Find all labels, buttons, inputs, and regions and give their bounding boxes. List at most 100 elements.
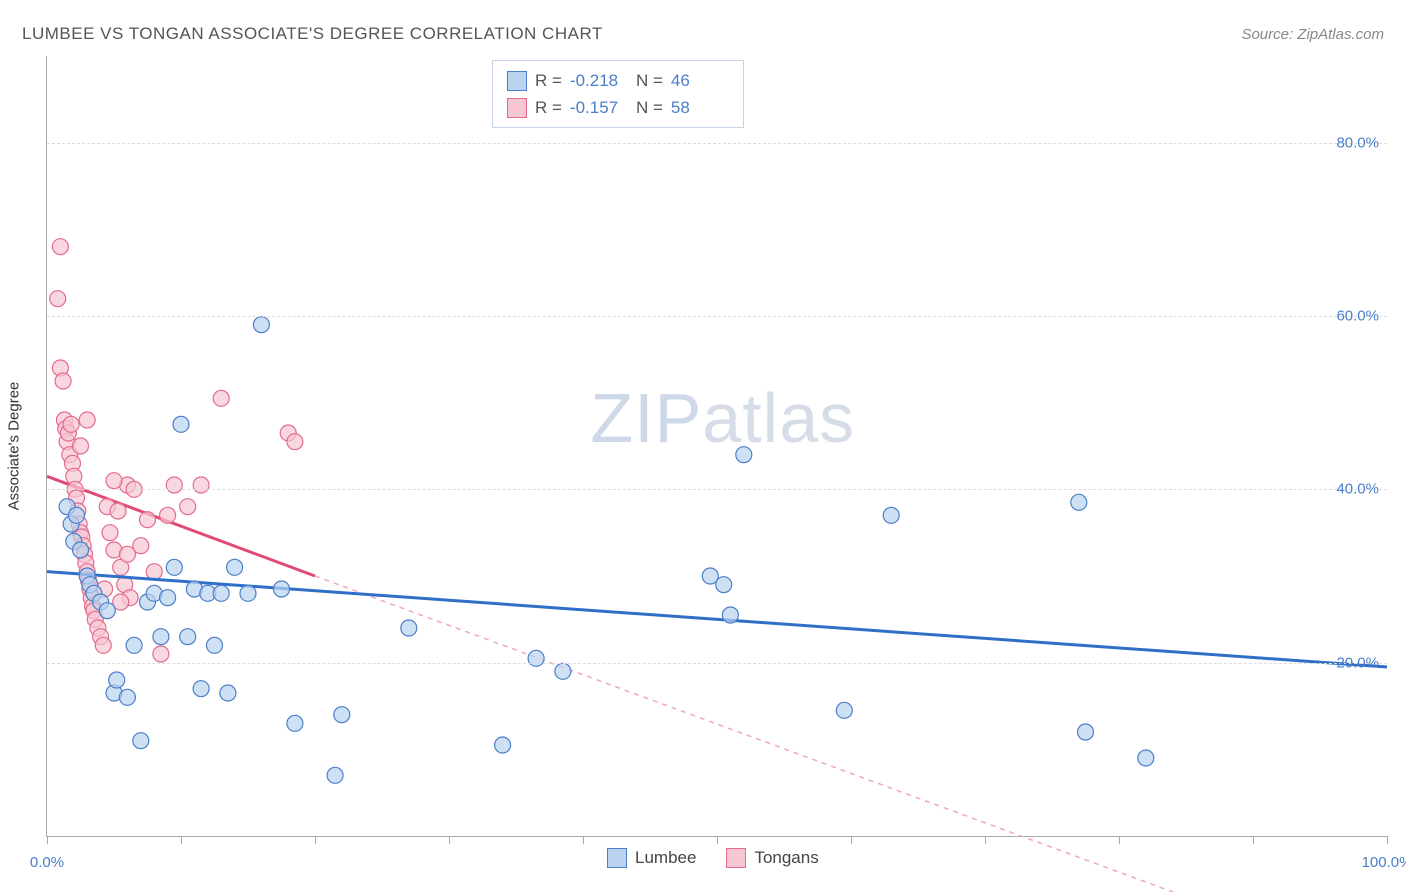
data-point bbox=[207, 637, 223, 653]
legend-stats: R = -0.218 N = 46 R = -0.157 N = 58 bbox=[492, 60, 744, 128]
data-point bbox=[240, 585, 256, 601]
chart-svg bbox=[47, 56, 1387, 836]
data-point bbox=[153, 646, 169, 662]
y-tick-label: 60.0% bbox=[1336, 308, 1379, 325]
legend-series-item: Lumbee bbox=[607, 848, 696, 868]
x-tick bbox=[315, 836, 316, 844]
x-tick bbox=[449, 836, 450, 844]
data-point bbox=[213, 390, 229, 406]
x-tick bbox=[47, 836, 48, 844]
data-point bbox=[68, 507, 84, 523]
data-point bbox=[274, 581, 290, 597]
data-point bbox=[722, 607, 738, 623]
legend-r-label: R = bbox=[535, 67, 562, 94]
x-tick bbox=[851, 836, 852, 844]
legend-r-label: R = bbox=[535, 94, 562, 121]
data-point bbox=[287, 434, 303, 450]
data-point bbox=[160, 590, 176, 606]
data-point bbox=[110, 503, 126, 519]
legend-series-label: Tongans bbox=[754, 848, 818, 868]
x-tick bbox=[1253, 836, 1254, 844]
chart-title: LUMBEE VS TONGAN ASSOCIATE'S DEGREE CORR… bbox=[22, 24, 603, 44]
data-point bbox=[253, 317, 269, 333]
legend-swatch bbox=[507, 71, 527, 91]
data-point bbox=[220, 685, 236, 701]
data-point bbox=[146, 564, 162, 580]
gridline-h bbox=[47, 663, 1387, 664]
legend-series-item: Tongans bbox=[726, 848, 818, 868]
data-point bbox=[227, 559, 243, 575]
legend-n-label: N = bbox=[636, 94, 663, 121]
data-point bbox=[73, 438, 89, 454]
data-point bbox=[119, 689, 135, 705]
data-point bbox=[327, 767, 343, 783]
legend-series-label: Lumbee bbox=[635, 848, 696, 868]
data-point bbox=[102, 525, 118, 541]
legend-swatch bbox=[607, 848, 627, 868]
data-point bbox=[133, 733, 149, 749]
data-point bbox=[334, 707, 350, 723]
data-point bbox=[1078, 724, 1094, 740]
legend-n-value: 46 bbox=[671, 67, 729, 94]
y-axis-title: Associate's Degree bbox=[6, 382, 23, 511]
data-point bbox=[180, 629, 196, 645]
y-tick-label: 40.0% bbox=[1336, 481, 1379, 498]
data-point bbox=[99, 603, 115, 619]
x-tick bbox=[717, 836, 718, 844]
data-point bbox=[119, 546, 135, 562]
data-point bbox=[109, 672, 125, 688]
legend-stats-row: R = -0.157 N = 58 bbox=[507, 94, 729, 121]
legend-swatch bbox=[507, 98, 527, 118]
data-point bbox=[73, 542, 89, 558]
legend-r-value: -0.157 bbox=[570, 94, 628, 121]
chart-header: LUMBEE VS TONGAN ASSOCIATE'S DEGREE CORR… bbox=[22, 24, 1384, 44]
data-point bbox=[213, 585, 229, 601]
data-point bbox=[173, 416, 189, 432]
x-tick-label: 100.0% bbox=[1362, 854, 1406, 871]
trend-line-dashed-tongans bbox=[315, 576, 1280, 892]
data-point bbox=[287, 715, 303, 731]
legend-swatch bbox=[726, 848, 746, 868]
data-point bbox=[106, 473, 122, 489]
data-point bbox=[160, 507, 176, 523]
legend-stats-row: R = -0.218 N = 46 bbox=[507, 67, 729, 94]
plot-area: 20.0%40.0%60.0%80.0%0.0%100.0%ZIPatlasR … bbox=[46, 56, 1387, 837]
gridline-h bbox=[47, 489, 1387, 490]
x-tick bbox=[181, 836, 182, 844]
data-point bbox=[193, 681, 209, 697]
x-tick bbox=[1387, 836, 1388, 844]
data-point bbox=[52, 239, 68, 255]
data-point bbox=[401, 620, 417, 636]
legend-series: Lumbee Tongans bbox=[607, 848, 819, 868]
data-point bbox=[180, 499, 196, 515]
data-point bbox=[140, 512, 156, 528]
x-tick bbox=[985, 836, 986, 844]
data-point bbox=[736, 447, 752, 463]
data-point bbox=[166, 559, 182, 575]
data-point bbox=[883, 507, 899, 523]
gridline-h bbox=[47, 143, 1387, 144]
data-point bbox=[126, 637, 142, 653]
legend-n-label: N = bbox=[636, 67, 663, 94]
x-tick bbox=[1119, 836, 1120, 844]
y-tick-label: 80.0% bbox=[1336, 134, 1379, 151]
data-point bbox=[63, 416, 79, 432]
data-point bbox=[495, 737, 511, 753]
data-point bbox=[166, 477, 182, 493]
legend-r-value: -0.218 bbox=[570, 67, 628, 94]
legend-n-value: 58 bbox=[671, 94, 729, 121]
x-tick-label: 0.0% bbox=[30, 854, 64, 871]
data-point bbox=[1071, 494, 1087, 510]
data-point bbox=[55, 373, 71, 389]
data-point bbox=[528, 650, 544, 666]
data-point bbox=[50, 291, 66, 307]
data-point bbox=[95, 637, 111, 653]
x-tick bbox=[583, 836, 584, 844]
data-point bbox=[193, 477, 209, 493]
chart-source: Source: ZipAtlas.com bbox=[1241, 26, 1384, 43]
y-tick-label: 20.0% bbox=[1336, 654, 1379, 671]
data-point bbox=[1138, 750, 1154, 766]
data-point bbox=[153, 629, 169, 645]
data-point bbox=[836, 702, 852, 718]
data-point bbox=[555, 663, 571, 679]
